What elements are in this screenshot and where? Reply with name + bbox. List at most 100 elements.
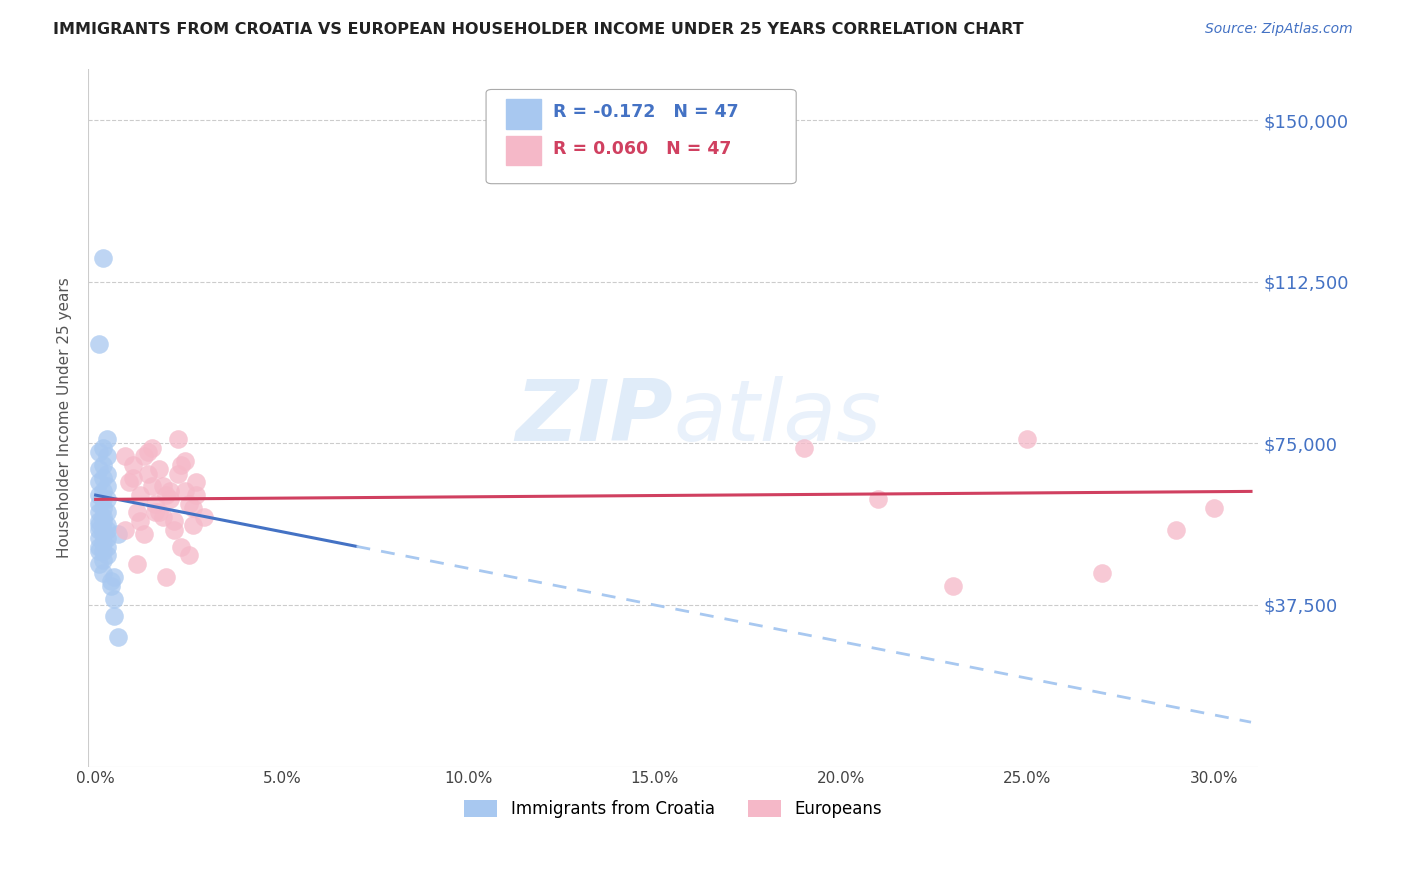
- Point: [181, 518, 204, 533]
- Point: [159, 483, 181, 498]
- Point: [89, 475, 111, 490]
- Point: [1017, 432, 1039, 446]
- Bar: [506, 99, 541, 128]
- Point: [91, 566, 114, 580]
- Point: [96, 450, 118, 464]
- Point: [186, 488, 208, 502]
- Point: [125, 557, 148, 571]
- FancyBboxPatch shape: [486, 89, 796, 184]
- Point: [141, 479, 163, 493]
- Point: [89, 505, 111, 519]
- Point: [868, 492, 890, 507]
- Point: [152, 509, 174, 524]
- Text: Source: ZipAtlas.com: Source: ZipAtlas.com: [1205, 22, 1353, 37]
- Point: [91, 527, 114, 541]
- Point: [91, 251, 114, 265]
- Bar: [506, 136, 541, 165]
- Point: [163, 514, 186, 528]
- Text: R = 0.060   N = 47: R = 0.060 N = 47: [553, 140, 731, 158]
- Point: [96, 505, 118, 519]
- Point: [136, 467, 159, 481]
- Point: [159, 492, 181, 507]
- Point: [96, 549, 118, 563]
- Point: [100, 574, 122, 589]
- Point: [141, 441, 163, 455]
- Point: [89, 445, 111, 459]
- Point: [89, 514, 111, 528]
- Point: [89, 523, 111, 537]
- Point: [91, 471, 114, 485]
- Point: [163, 523, 186, 537]
- Point: [155, 570, 177, 584]
- Point: [91, 483, 114, 498]
- Point: [118, 475, 141, 490]
- Point: [103, 591, 125, 606]
- Point: [100, 578, 122, 592]
- Point: [136, 445, 159, 459]
- Point: [1091, 566, 1114, 580]
- Point: [91, 523, 114, 537]
- Y-axis label: Householder Income Under 25 years: Householder Income Under 25 years: [58, 277, 72, 558]
- Point: [148, 462, 170, 476]
- Point: [1202, 501, 1225, 516]
- Point: [91, 501, 114, 516]
- Point: [96, 540, 118, 554]
- Point: [89, 518, 111, 533]
- Point: [132, 450, 155, 464]
- Text: IMMIGRANTS FROM CROATIA VS EUROPEAN HOUSEHOLDER INCOME UNDER 25 YEARS CORRELATIO: IMMIGRANTS FROM CROATIA VS EUROPEAN HOUS…: [53, 22, 1024, 37]
- Point: [91, 441, 114, 455]
- Point: [89, 557, 111, 571]
- Point: [91, 535, 114, 549]
- Point: [122, 471, 145, 485]
- Point: [1166, 523, 1188, 537]
- Point: [107, 527, 129, 541]
- Point: [89, 462, 111, 476]
- Point: [170, 540, 193, 554]
- Point: [96, 518, 118, 533]
- Point: [143, 505, 166, 519]
- Point: [942, 578, 965, 592]
- Text: atlas: atlas: [673, 376, 882, 459]
- Point: [177, 497, 200, 511]
- Legend: Immigrants from Croatia, Europeans: Immigrants from Croatia, Europeans: [457, 793, 889, 824]
- Point: [114, 523, 136, 537]
- Point: [793, 441, 815, 455]
- Point: [143, 497, 166, 511]
- Point: [174, 453, 197, 467]
- Point: [96, 531, 118, 545]
- Point: [103, 570, 125, 584]
- Text: ZIP: ZIP: [516, 376, 673, 459]
- Point: [96, 479, 118, 493]
- Point: [89, 540, 111, 554]
- Point: [122, 458, 145, 472]
- Point: [114, 450, 136, 464]
- Point: [129, 514, 152, 528]
- Point: [148, 505, 170, 519]
- Point: [91, 492, 114, 507]
- Point: [170, 458, 193, 472]
- Point: [96, 523, 118, 537]
- Point: [181, 501, 204, 516]
- Point: [91, 553, 114, 567]
- Point: [166, 432, 188, 446]
- Point: [91, 544, 114, 558]
- Point: [103, 608, 125, 623]
- Point: [89, 488, 111, 502]
- Point: [89, 337, 111, 351]
- Point: [129, 488, 152, 502]
- Point: [155, 488, 177, 502]
- Point: [96, 492, 118, 507]
- Point: [89, 531, 111, 545]
- Point: [96, 432, 118, 446]
- Point: [89, 544, 111, 558]
- Point: [96, 467, 118, 481]
- Point: [125, 505, 148, 519]
- Point: [132, 527, 155, 541]
- Point: [193, 509, 215, 524]
- Point: [91, 514, 114, 528]
- Point: [186, 475, 208, 490]
- Point: [177, 549, 200, 563]
- Point: [152, 479, 174, 493]
- Text: R = -0.172   N = 47: R = -0.172 N = 47: [553, 103, 738, 121]
- Point: [107, 630, 129, 644]
